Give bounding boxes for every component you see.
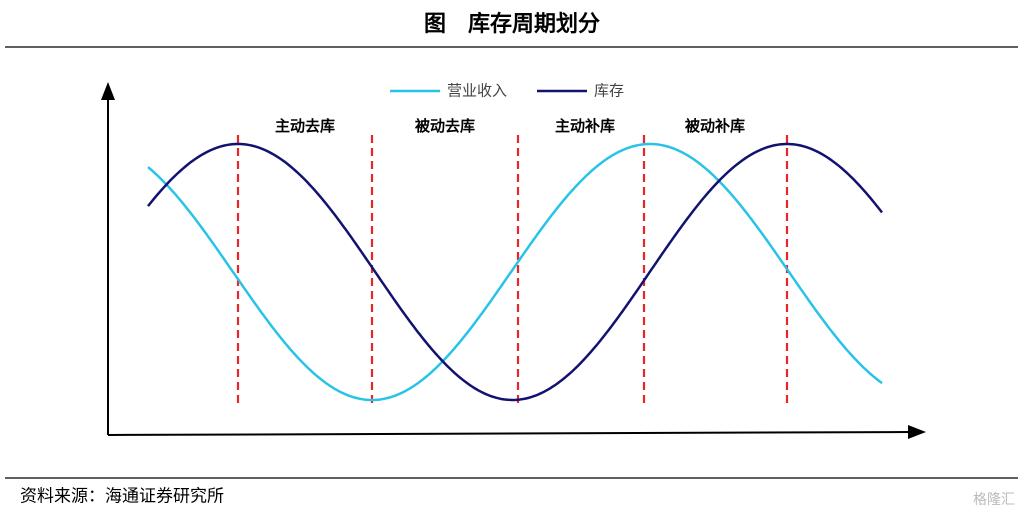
revenue-curve	[147, 142, 883, 402]
inventory-curve	[147, 142, 883, 402]
phase-label: 被动补库	[685, 117, 745, 135]
y-arrow	[101, 82, 115, 100]
phase-label: 被动去库	[415, 117, 475, 135]
legend-label: 库存	[594, 82, 624, 100]
legend-label: 营业收入	[447, 82, 507, 100]
phase-label: 主动去库	[275, 117, 335, 135]
source-note: 资料来源：海通证券研究所	[20, 487, 224, 507]
phase-label: 主动补库	[555, 117, 615, 135]
x-arrow	[908, 425, 926, 439]
watermark: 格隆汇	[973, 492, 1015, 508]
x-axis	[107, 431, 913, 436]
figure-title: 图 库存周期划分	[424, 11, 600, 37]
